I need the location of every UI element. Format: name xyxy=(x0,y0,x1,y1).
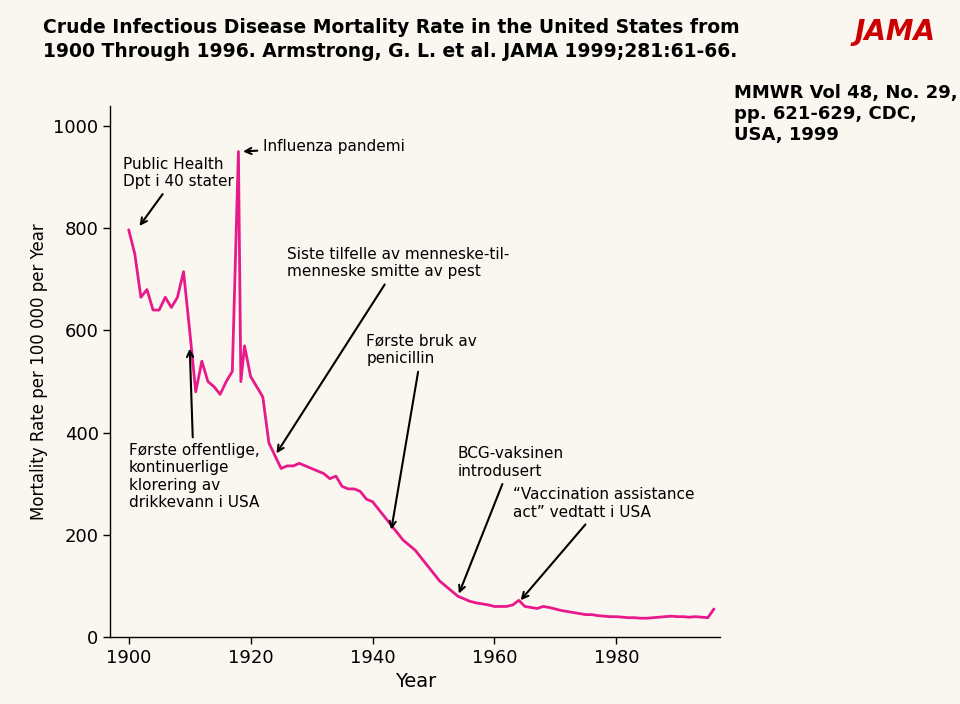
X-axis label: Year: Year xyxy=(395,672,436,691)
Text: BCG-vaksinen
introdusert: BCG-vaksinen introdusert xyxy=(458,446,564,591)
Text: Første bruk av
penicillin: Første bruk av penicillin xyxy=(367,334,477,527)
Text: JAMA: JAMA xyxy=(855,18,936,46)
Y-axis label: Mortality Rate per 100 000 per Year: Mortality Rate per 100 000 per Year xyxy=(30,223,48,520)
Text: Siste tilfelle av menneske-til-
menneske smitte av pest: Siste tilfelle av menneske-til- menneske… xyxy=(277,247,510,451)
Text: Crude Infectious Disease Mortality Rate in the United States from: Crude Infectious Disease Mortality Rate … xyxy=(43,18,740,37)
Text: Public Health
Dpt i 40 stater: Public Health Dpt i 40 stater xyxy=(123,157,233,224)
Text: Influenza pandemi: Influenza pandemi xyxy=(246,139,405,154)
Text: Første offentlige,
kontinuerlige
klorering av
drikkevann i USA: Første offentlige, kontinuerlige kloreri… xyxy=(129,351,259,510)
Text: “Vaccination assistance
act” vedtatt i USA: “Vaccination assistance act” vedtatt i U… xyxy=(513,487,694,598)
Text: 1900 Through 1996. Armstrong, G. L. et al. JAMA 1999;281:61-66.: 1900 Through 1996. Armstrong, G. L. et a… xyxy=(43,42,737,61)
Text: MMWR Vol 48, No. 29,
pp. 621-629, CDC,
USA, 1999: MMWR Vol 48, No. 29, pp. 621-629, CDC, U… xyxy=(734,84,958,144)
